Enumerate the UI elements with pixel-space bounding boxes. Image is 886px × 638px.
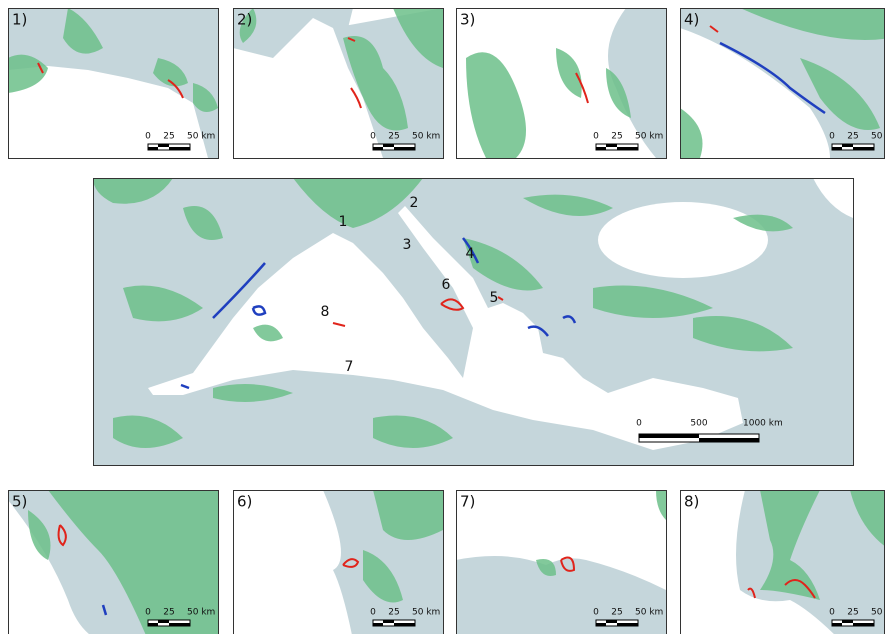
- scale-bar: [699, 438, 759, 442]
- inset-map: 8) 0 25 50 km: [680, 490, 886, 634]
- scale-label: 0: [636, 419, 642, 429]
- scale-bar: [148, 147, 158, 150]
- panel-label: 3): [460, 11, 475, 29]
- scale-bar: [606, 144, 617, 147]
- panel-label: 5): [12, 493, 27, 511]
- scale-label: 25: [163, 132, 174, 142]
- scale-label: 50 km: [412, 608, 440, 618]
- inset-map: 1) 0 25 50 km: [8, 8, 219, 159]
- scale-bar: [383, 620, 394, 623]
- scale-bar: [842, 620, 853, 623]
- scale-label: 500: [690, 419, 707, 429]
- sea: [598, 202, 768, 278]
- scale-bar: [639, 434, 699, 438]
- site-number: 7: [345, 359, 354, 375]
- inset-map: 4) 0 25 50 km: [680, 8, 886, 159]
- scale-bar: [596, 147, 606, 150]
- figure: 1)02550 km2)02550 km3)02550 km4)02550 km…: [0, 0, 886, 634]
- scale-bar: [158, 620, 169, 623]
- scale-bar: [853, 623, 874, 626]
- site-number: 4: [466, 246, 475, 262]
- site-number: 3: [403, 237, 412, 253]
- scale-bar: [148, 623, 158, 626]
- scale-bar: [832, 623, 842, 626]
- site-number: 8: [321, 304, 330, 320]
- scale-bar: [617, 147, 638, 150]
- panel-label: 6): [237, 493, 252, 511]
- site-number: 2: [410, 195, 419, 211]
- scale-label: 0: [829, 132, 835, 142]
- scale-label: 0: [593, 608, 599, 618]
- scale-bar: [853, 147, 874, 150]
- scale-bar: [383, 144, 394, 147]
- scale-bar: [373, 147, 383, 150]
- scale-label: 25: [847, 132, 858, 142]
- scale-label: 25: [163, 608, 174, 618]
- scale-label: 50 km: [871, 132, 886, 142]
- scale-label: 25: [388, 608, 399, 618]
- panel-label: 1): [12, 11, 27, 29]
- scale-bar: [158, 144, 169, 147]
- scale-bar: [169, 147, 190, 150]
- scale-bar: [617, 623, 638, 626]
- panel-label: 7): [460, 493, 475, 511]
- scale-label: 0: [829, 608, 835, 618]
- scale-label: 1000 km: [743, 419, 783, 429]
- panel-label: 2): [237, 11, 252, 29]
- scale-bar: [373, 623, 383, 626]
- site-number: 1: [339, 214, 348, 230]
- scale-label: 0: [370, 608, 376, 618]
- scale-label: 25: [611, 608, 622, 618]
- site-number: 5: [490, 290, 499, 306]
- panel-label: 4): [684, 11, 699, 29]
- scale-label: 50 km: [871, 608, 886, 618]
- scale-bar: [169, 623, 190, 626]
- scale-label: 25: [847, 608, 858, 618]
- scale-bar: [596, 623, 606, 626]
- scale-label: 25: [611, 132, 622, 142]
- inset-map: 6) 0 25 50 km: [233, 490, 444, 634]
- scale-label: 50 km: [635, 608, 663, 618]
- scale-bar: [832, 147, 842, 150]
- scale-bar: [394, 623, 415, 626]
- inset-map: 3) 0 25 50 km: [456, 8, 667, 159]
- scale-label: 0: [145, 608, 151, 618]
- scale-label: 25: [388, 132, 399, 142]
- scale-label: 50 km: [412, 132, 440, 142]
- inset-map: 7) 0 25 50 km: [456, 490, 667, 634]
- inset-map: 5) 0 25 50 km: [8, 490, 219, 634]
- panel-label: 8): [684, 493, 699, 511]
- scale-bar: [606, 620, 617, 623]
- main-map: 1 2 3 4 5 6 7 8 0 500 1000 km: [93, 178, 854, 466]
- scale-label: 0: [145, 132, 151, 142]
- scale-label: 50 km: [635, 132, 663, 142]
- scale-label: 50 km: [187, 608, 215, 618]
- scale-bar: [394, 147, 415, 150]
- inset-map: 2) 0 25 50 km: [233, 8, 444, 159]
- scale-label: 50 km: [187, 132, 215, 142]
- site-number: 6: [442, 277, 451, 293]
- scale-label: 0: [370, 132, 376, 142]
- scale-bar: [842, 144, 853, 147]
- scale-label: 0: [593, 132, 599, 142]
